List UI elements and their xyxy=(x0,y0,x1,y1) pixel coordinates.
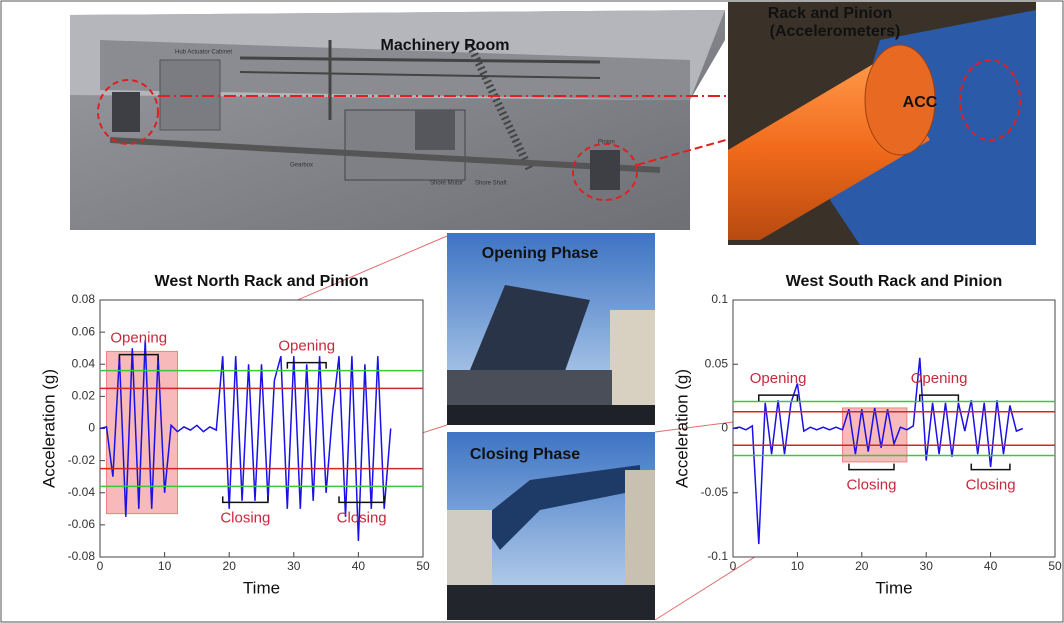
y-tick-label: 0.08 xyxy=(72,292,96,306)
machinery-title: Machinery Room xyxy=(381,37,510,54)
opening-title: Opening Phase xyxy=(482,245,599,262)
machinery-image: Machinery Room Hub Actuator Cabinet Gear… xyxy=(70,10,740,230)
x-tick-label: 30 xyxy=(920,559,934,573)
x-axis-label: Time xyxy=(243,578,280,597)
rack-photo: Rack and Pinion (Accelerometers) ACC xyxy=(728,2,1036,245)
y-axis-label: Acceleration (g) xyxy=(672,369,691,488)
y-tick-label: -0.05 xyxy=(701,485,729,499)
x-tick-label: 10 xyxy=(791,559,805,573)
rack-label: ACC xyxy=(903,94,938,111)
rack-title: Rack and Pinion xyxy=(768,5,892,22)
x-tick-label: 40 xyxy=(352,559,366,573)
machinery-label: Gearbox xyxy=(290,163,313,169)
opening-photo: Opening Phase xyxy=(447,233,655,425)
machinery-label: Pinion xyxy=(598,140,615,146)
chart-title: West North Rack and Pinion xyxy=(155,273,369,290)
y-tick-label: 0.02 xyxy=(72,389,96,403)
y-tick-label: -0.08 xyxy=(68,549,96,563)
y-tick-label: 0.05 xyxy=(705,356,729,370)
y-tick-label: -0.1 xyxy=(707,549,728,563)
annotation: Opening xyxy=(750,370,807,387)
machinery-label: Shore Shaft xyxy=(475,181,507,187)
annotation: Closing xyxy=(337,509,387,526)
y-tick-label: -0.02 xyxy=(68,453,96,467)
y-tick-label: 0 xyxy=(88,421,95,435)
y-tick-label: 0.04 xyxy=(72,356,96,370)
figure: Machinery Room Hub Actuator Cabinet Gear… xyxy=(0,0,1064,623)
x-tick-label: 50 xyxy=(1048,559,1062,573)
annotation: Closing xyxy=(220,509,270,526)
rack-subtitle: (Accelerometers) xyxy=(770,23,901,40)
x-tick-label: 10 xyxy=(158,559,172,573)
machinery-label: Shore Motor xyxy=(430,181,463,187)
x-tick-label: 0 xyxy=(730,559,737,573)
y-tick-label: 0 xyxy=(721,421,728,435)
y-tick-label: -0.04 xyxy=(68,485,96,499)
y-tick-label: 0.06 xyxy=(72,324,96,338)
y-tick-label: -0.06 xyxy=(68,517,96,531)
annotation: Opening xyxy=(278,338,335,355)
x-tick-label: 20 xyxy=(855,559,869,573)
annotation: Closing xyxy=(846,477,896,494)
annotation: Opening xyxy=(110,330,167,347)
closing-photo: Closing Phase xyxy=(447,432,655,620)
y-axis-label: Acceleration (g) xyxy=(39,369,58,488)
machinery-label: Hub Actuator Cabinet xyxy=(175,50,232,56)
y-tick-label: 0.1 xyxy=(711,292,728,306)
x-tick-label: 40 xyxy=(984,559,998,573)
x-tick-label: 20 xyxy=(223,559,237,573)
x-tick-label: 50 xyxy=(416,559,430,573)
x-tick-label: 30 xyxy=(287,559,301,573)
annotation: Opening xyxy=(911,370,968,387)
closing-title: Closing Phase xyxy=(470,446,580,463)
x-tick-label: 0 xyxy=(97,559,104,573)
x-axis-label: Time xyxy=(875,578,912,597)
annotation: Closing xyxy=(966,477,1016,494)
chart-title: West South Rack and Pinion xyxy=(786,273,1003,290)
